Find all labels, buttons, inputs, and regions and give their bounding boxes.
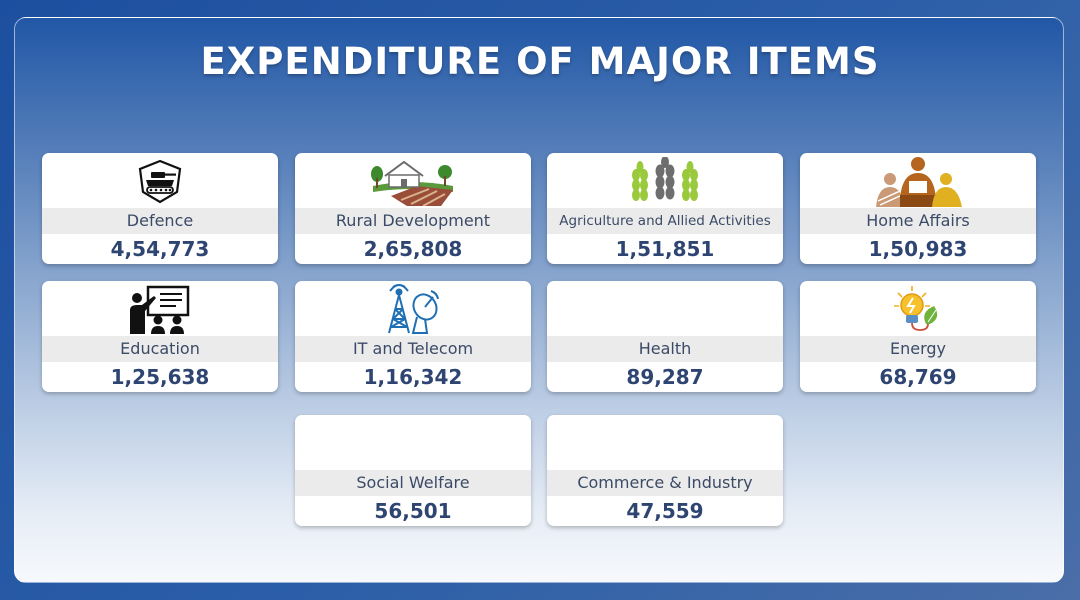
card-social-welfare: Social Welfare 56,501 [295, 415, 531, 526]
wheat-icon [547, 155, 783, 207]
card-value: 68,769 [879, 365, 957, 389]
card-value: 2,65,808 [363, 237, 463, 261]
card-value: 1,51,851 [615, 237, 715, 261]
card-agriculture: Agriculture and Allied Activities 1,51,8… [547, 153, 783, 264]
card-label: Health [547, 336, 783, 362]
card-rural-development: Rural Development 2,65,808 [295, 153, 531, 264]
teacher-board-icon [42, 283, 278, 335]
card-defence: Defence 4,54,773 [42, 153, 278, 264]
card-energy: Energy 68,769 [800, 281, 1036, 392]
card-label: Energy [800, 336, 1036, 362]
card-value: 47,559 [626, 499, 704, 523]
people-meeting-icon [800, 155, 1036, 207]
card-label: IT and Telecom [295, 336, 531, 362]
card-commerce-industry: Commerce & Industry 47,559 [547, 415, 783, 526]
card-label: Education [42, 336, 278, 362]
card-health: Health 89,287 [547, 281, 783, 392]
card-value: 56,501 [374, 499, 452, 523]
card-value: 1,25,638 [110, 365, 210, 389]
card-home-affairs: Home Affairs 1,50,983 [800, 153, 1036, 264]
tower-dish-icon [295, 283, 531, 335]
card-education: Education 1,25,638 [42, 281, 278, 392]
bulb-leaf-icon [800, 283, 1036, 335]
card-value: 4,54,773 [110, 237, 210, 261]
card-it-telecom: IT and Telecom 1,16,342 [295, 281, 531, 392]
farmhouse-field-icon [295, 155, 531, 207]
card-value: 1,16,342 [363, 365, 463, 389]
card-label: Home Affairs [800, 208, 1036, 234]
card-label: Rural Development [295, 208, 531, 234]
card-value: 1,50,983 [868, 237, 968, 261]
card-label: Defence [42, 208, 278, 234]
card-value: 89,287 [626, 365, 704, 389]
card-label: Social Welfare [295, 470, 531, 496]
card-label: Commerce & Industry [547, 470, 783, 496]
card-label: Agriculture and Allied Activities [547, 208, 783, 234]
tank-shield-icon [42, 155, 278, 207]
page-title: EXPENDITURE OF MAJOR ITEMS [200, 40, 880, 83]
